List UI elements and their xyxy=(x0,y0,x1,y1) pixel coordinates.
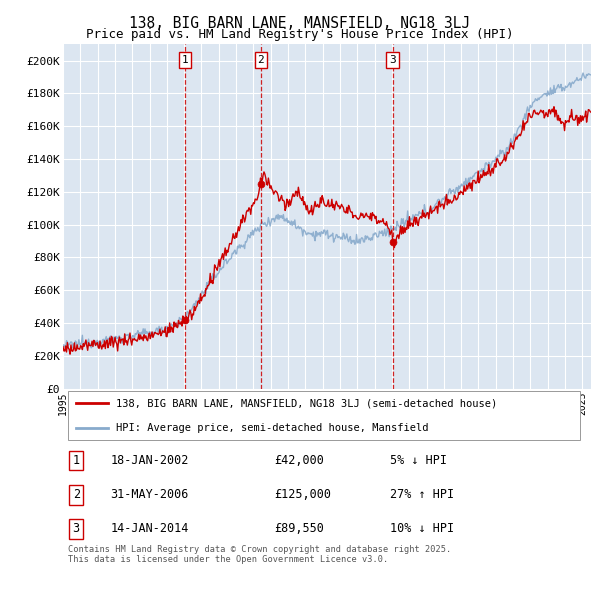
Text: 18-JAN-2002: 18-JAN-2002 xyxy=(110,454,189,467)
Text: 3: 3 xyxy=(389,55,396,65)
Text: 3: 3 xyxy=(73,522,80,535)
Text: 1: 1 xyxy=(73,454,80,467)
Text: 2: 2 xyxy=(73,489,80,502)
FancyBboxPatch shape xyxy=(68,391,580,440)
Text: 14-JAN-2014: 14-JAN-2014 xyxy=(110,522,189,535)
Text: 10% ↓ HPI: 10% ↓ HPI xyxy=(391,522,454,535)
Text: £42,000: £42,000 xyxy=(274,454,324,467)
Text: HPI: Average price, semi-detached house, Mansfield: HPI: Average price, semi-detached house,… xyxy=(116,423,428,433)
Text: £125,000: £125,000 xyxy=(274,489,331,502)
Text: 2: 2 xyxy=(257,55,264,65)
Text: 138, BIG BARN LANE, MANSFIELD, NG18 3LJ (semi-detached house): 138, BIG BARN LANE, MANSFIELD, NG18 3LJ … xyxy=(116,398,497,408)
Text: 138, BIG BARN LANE, MANSFIELD, NG18 3LJ: 138, BIG BARN LANE, MANSFIELD, NG18 3LJ xyxy=(130,16,470,31)
Text: 5% ↓ HPI: 5% ↓ HPI xyxy=(391,454,448,467)
Text: £89,550: £89,550 xyxy=(274,522,324,535)
Text: 1: 1 xyxy=(182,55,188,65)
Text: 27% ↑ HPI: 27% ↑ HPI xyxy=(391,489,454,502)
Text: 31-MAY-2006: 31-MAY-2006 xyxy=(110,489,189,502)
Text: Contains HM Land Registry data © Crown copyright and database right 2025.
This d: Contains HM Land Registry data © Crown c… xyxy=(68,545,452,564)
Text: Price paid vs. HM Land Registry's House Price Index (HPI): Price paid vs. HM Land Registry's House … xyxy=(86,28,514,41)
